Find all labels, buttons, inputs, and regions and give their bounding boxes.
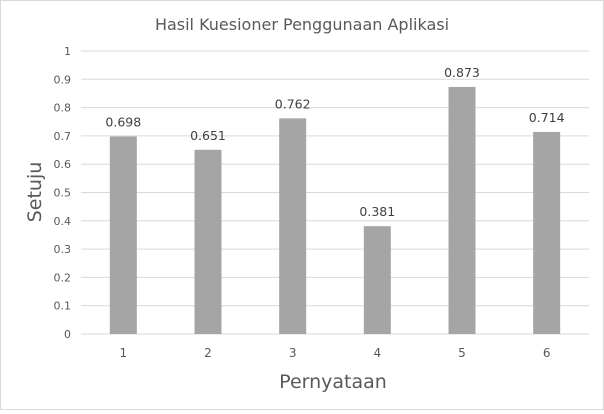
data-label: 0.714 [529, 110, 565, 125]
y-tick-label: 0.5 [54, 187, 72, 200]
bar [194, 149, 222, 334]
bar [533, 131, 561, 334]
x-axis-ticks: 1 2 3 4 5 6 [120, 346, 551, 360]
x-tick-label: 5 [458, 346, 466, 360]
chart-title: Hasil Kuesioner Penggunaan Aplikasi [155, 15, 449, 34]
y-tick-label: 0.8 [54, 102, 72, 115]
bar [363, 226, 391, 334]
data-label: 0.873 [444, 65, 480, 80]
x-tick-label: 6 [543, 346, 551, 360]
y-tick-label: 0.6 [54, 158, 72, 171]
data-label: 0.651 [190, 128, 226, 143]
y-axis-label: Setuju [24, 162, 46, 223]
bar [109, 136, 137, 334]
y-tick-label: 0.1 [54, 300, 72, 313]
bar [448, 86, 476, 334]
data-label: 0.381 [359, 204, 395, 219]
y-tick-label: 0.4 [54, 215, 72, 228]
x-tick-label: 4 [374, 346, 382, 360]
x-tick-label: 2 [204, 346, 212, 360]
y-axis-ticks: 0 0.1 0.2 0.3 0.4 0.5 0.6 0.7 0.8 0.9 1 [54, 45, 72, 341]
y-tick-label: 0.9 [54, 73, 72, 86]
data-label: 0.762 [275, 96, 311, 111]
y-tick-label: 0.7 [54, 130, 72, 143]
y-tick-label: 1 [64, 45, 71, 58]
bar [279, 118, 307, 334]
y-tick-label: 0.3 [54, 243, 72, 256]
x-tick-label: 3 [289, 346, 297, 360]
bars [109, 86, 561, 334]
y-tick-label: 0 [64, 328, 71, 341]
gridlines [81, 50, 589, 335]
y-tick-label: 0.2 [54, 271, 72, 284]
x-tick-label: 1 [120, 346, 128, 360]
data-labels: 0.698 0.651 0.762 0.381 0.873 0.714 [105, 65, 564, 219]
x-axis-label: Pernyataan [279, 371, 387, 393]
data-label: 0.698 [105, 114, 141, 129]
